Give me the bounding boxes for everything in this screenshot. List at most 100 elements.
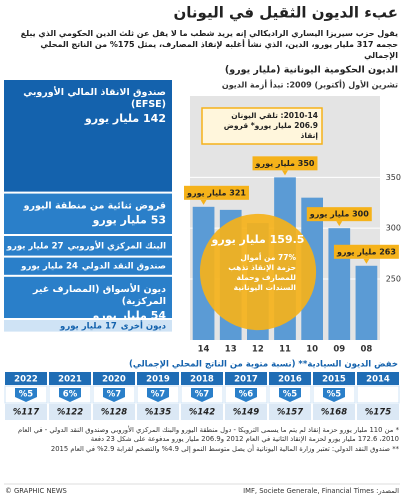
ratio-cell: [357, 404, 399, 420]
value-label-box: [333, 244, 399, 259]
bar: [355, 265, 378, 340]
x-tick-label: 11: [279, 345, 291, 355]
ratio: %142: [189, 408, 215, 418]
title: عبء الديون الثقيل في اليونان: [173, 4, 398, 22]
year-cell: [313, 372, 355, 385]
rate: %5: [283, 390, 298, 400]
ratio: %168: [321, 408, 347, 418]
stack-segment: [4, 320, 172, 332]
value-label-box: [252, 156, 318, 171]
rate-arrow: [235, 388, 257, 402]
y-tick-label: 250: [386, 275, 401, 284]
ratio-cell: [5, 404, 47, 420]
rate: %6: [239, 390, 254, 400]
stack-segment: [4, 257, 172, 275]
annotation: 2010-14: تلقي اليونان 206.9 مليار يورو* ق…: [224, 111, 318, 140]
segment-label: قروض ثنائية من منطقة اليورو: [23, 200, 166, 211]
ratio-cell: [49, 404, 91, 420]
year-cell: [5, 372, 47, 385]
value-label: 263 مليار يورو: [336, 247, 396, 256]
chart-subtitle: تشرين الأول (أكتوبر) 2009: تبدأ أزمة الد…: [222, 80, 398, 90]
segment-label: صندوق الانقاذ المالي الأوروبي (EFSE): [23, 86, 166, 110]
ratio-cell: [181, 404, 223, 420]
segment-value: 24 مليار يورو: [20, 262, 78, 272]
year-cell: [137, 372, 179, 385]
segment-value: 53 مليار يورو: [92, 214, 166, 227]
ratio-cell: [313, 404, 355, 420]
segment-value: 27 مليار يورو: [6, 241, 64, 251]
segment-label: ديون أخرى: [121, 319, 167, 331]
stack-segment: [4, 193, 172, 234]
year-cell: [93, 372, 135, 385]
source: المصدر: IMF, Societe Generale, Financial…: [243, 487, 399, 495]
copyright: © GRAPHIC NEWS: [5, 487, 67, 495]
year: 2022: [14, 375, 38, 385]
year-cell: [181, 372, 223, 385]
ratio: %128: [101, 408, 127, 418]
intro: يقول حزب سيريزا اليساري الراديكالي إنه ي…: [21, 29, 399, 60]
rate-arrow: [279, 388, 301, 402]
segment-value: 17 مليار يورو: [59, 321, 117, 331]
chart-title: الديون الحكومية اليونانية (مليار يورو): [225, 65, 398, 76]
x-tick-label: 10: [306, 345, 318, 355]
value-label-pointer: [200, 199, 207, 205]
segment-value: 54 مليار يورو: [92, 309, 167, 322]
segment-value: 142 مليار يورو: [84, 112, 166, 125]
bubble: [199, 213, 317, 331]
year: 2016: [278, 375, 302, 385]
table-title: خفض الديون السيادية** (نسبة متوية من الن…: [129, 360, 398, 370]
year: 2018: [190, 375, 214, 385]
ratio-cell: [269, 404, 311, 420]
rate-arrow: [15, 388, 37, 402]
rate: %7: [195, 390, 210, 400]
footnote: * من 110 مليار يورو حزمة إنقاذ لم يتم ما…: [18, 425, 400, 443]
year: 2015: [322, 375, 346, 385]
rate: %5: [327, 390, 342, 400]
value-label-box: [306, 207, 372, 222]
x-tick-label: 13: [225, 345, 237, 355]
year: 2019: [146, 375, 170, 385]
x-tick-label: 14: [198, 345, 210, 355]
year: 2017: [234, 375, 258, 385]
ratio: %157: [277, 408, 303, 418]
value-label: 350 مليار يورو: [255, 159, 315, 168]
ratio: %175: [365, 408, 391, 418]
ratio-cell: [225, 404, 267, 420]
value-label-pointer: [363, 258, 370, 264]
ratio: %149: [233, 408, 259, 418]
value-label-box: [184, 185, 249, 200]
bubble-label: 159.5 مليار يورو: [211, 233, 305, 246]
stack-segment: [4, 276, 172, 318]
rate-arrow: [103, 388, 125, 402]
rate: %5: [19, 390, 34, 400]
rate: %7: [151, 390, 166, 400]
segment-label: صندوق النقد الدولي: [82, 262, 166, 272]
value-label-pointer: [336, 221, 343, 227]
year-cell: [49, 372, 91, 385]
value-label: 321 مليار يورو: [186, 188, 246, 197]
rate-arrow: [59, 388, 81, 402]
year-cell: [357, 372, 399, 385]
ratio: %117: [13, 408, 39, 418]
value-label-pointer: [282, 170, 288, 176]
stack-segment: [4, 80, 172, 192]
ratio-cell: [137, 404, 179, 420]
bubble-note: 77% من أموال حزمة الإنقاذ تذهب للمصارف وحم…: [228, 252, 296, 292]
y-tick-label: 350: [386, 173, 401, 182]
year: 2014: [366, 375, 390, 385]
rate: %7: [107, 390, 122, 400]
ratio: %135: [145, 408, 171, 418]
year-cell: [269, 372, 311, 385]
annotation-box: [201, 107, 323, 145]
year-cell: [225, 372, 267, 385]
ratio-cell: [93, 404, 135, 420]
year: 2020: [102, 375, 126, 385]
x-tick-label: 08: [361, 345, 373, 355]
y-tick-label: 300: [386, 224, 401, 233]
rate-cell: [356, 385, 400, 404]
rate: 6%: [63, 390, 78, 400]
rate-arrow: [147, 388, 169, 402]
rate-arrow: [191, 388, 213, 402]
rate-arrow: [323, 388, 345, 402]
